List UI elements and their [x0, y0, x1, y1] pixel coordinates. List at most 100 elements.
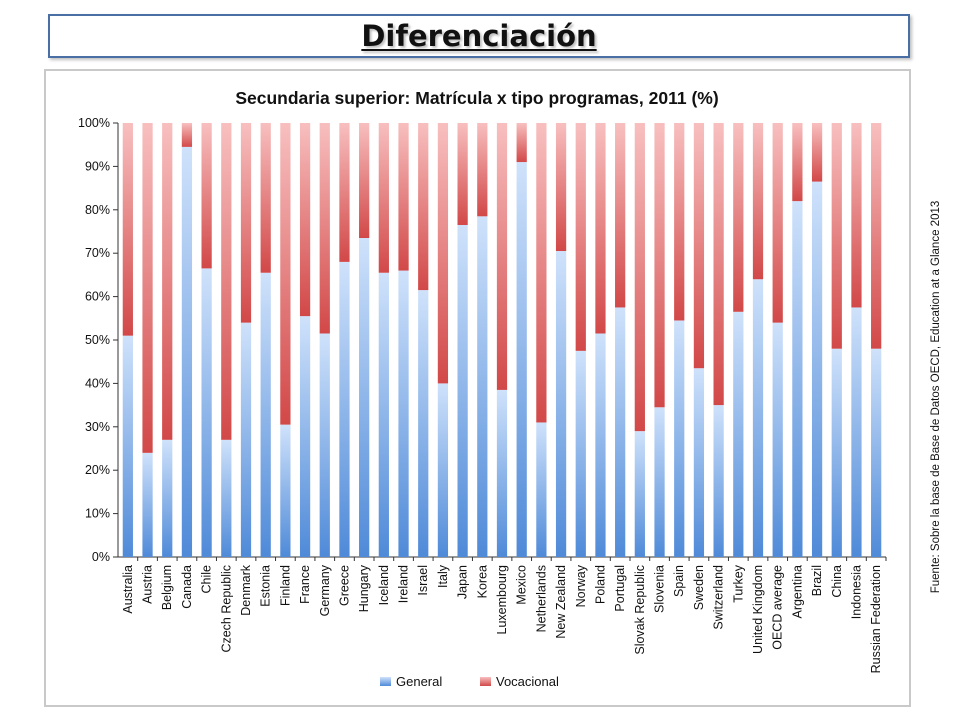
x-tick-label: Australia: [121, 565, 135, 614]
bar-vocacional: [634, 123, 645, 432]
bar-general: [477, 216, 488, 557]
bar-vocacional: [437, 123, 449, 384]
bar-vocacional: [240, 123, 252, 323]
bar-vocacional: [674, 123, 685, 321]
bar-vocacional: [792, 123, 803, 202]
x-tick-label: Japan: [456, 565, 470, 599]
bar-general: [299, 316, 311, 557]
x-tick-label: OECD average: [771, 565, 785, 650]
bar-vocacional: [713, 123, 724, 406]
x-tick-label: Russian Federation: [869, 565, 883, 673]
bar-vocacional: [378, 123, 389, 273]
bar-vocacional: [122, 123, 133, 336]
bar-general: [752, 279, 764, 557]
bar-general: [733, 311, 744, 557]
x-tick-label: Italy: [436, 564, 450, 588]
bar-vocacional: [654, 123, 665, 408]
bar-vocacional: [299, 123, 311, 317]
bar-vocacional: [831, 123, 842, 349]
bar-general: [496, 389, 508, 557]
bar-general: [615, 307, 626, 557]
x-tick-label: Norway: [574, 564, 588, 607]
x-tick-label: Canada: [180, 565, 194, 609]
bar-general: [319, 333, 330, 557]
slide-title-box: Diferenciación: [48, 14, 910, 58]
x-tick-label: Poland: [593, 565, 607, 604]
x-tick-label: Sweden: [692, 565, 706, 610]
bar-general: [398, 270, 409, 557]
bar-general: [437, 383, 449, 557]
bar-vocacional: [516, 123, 527, 163]
x-tick-label: Argentina: [790, 565, 804, 619]
legend-label: General: [396, 674, 442, 689]
bar-general: [359, 238, 370, 557]
bar-general: [792, 201, 803, 557]
x-tick-label: Israel: [416, 565, 430, 596]
bar-general: [280, 424, 291, 557]
bar-vocacional: [595, 123, 606, 334]
y-tick-label: 100%: [78, 116, 110, 130]
bar-general: [516, 162, 527, 557]
x-tick-label: Hungary: [357, 564, 371, 612]
bar-general: [871, 348, 882, 557]
bar-general: [378, 272, 389, 557]
bar-general: [693, 368, 705, 557]
bar-general: [260, 272, 271, 557]
x-tick-label: Belgium: [160, 565, 174, 610]
x-tick-label: Slovak Republic: [633, 565, 647, 655]
legend-label: Vocacional: [496, 674, 559, 689]
bar-general: [595, 333, 606, 557]
bar-general: [221, 439, 232, 557]
x-tick-label: Slovenia: [653, 565, 667, 613]
bar-vocacional: [260, 123, 271, 273]
bar-general: [142, 452, 153, 557]
x-tick-label: Brazil: [810, 565, 824, 596]
bar-general: [713, 405, 724, 557]
x-tick-label: Estonia: [259, 565, 273, 607]
bar-vocacional: [359, 123, 370, 239]
x-tick-label: Korea: [475, 565, 489, 598]
bar-general: [181, 146, 193, 557]
bar-vocacional: [871, 123, 882, 349]
bar-vocacional: [615, 123, 626, 308]
x-tick-label: Germany: [318, 564, 332, 616]
bar-general: [654, 407, 665, 557]
bar-vocacional: [536, 123, 547, 423]
x-tick-label: Iceland: [377, 565, 391, 605]
x-tick-label: Chile: [200, 565, 214, 594]
y-tick-label: 50%: [85, 333, 110, 347]
bar-general: [240, 322, 252, 557]
x-tick-label: Austria: [141, 565, 155, 604]
x-tick-label: Finland: [278, 565, 292, 606]
bar-general: [555, 251, 567, 557]
bar-general: [536, 422, 547, 557]
bar-vocacional: [319, 123, 330, 334]
y-tick-label: 0%: [92, 550, 110, 564]
x-tick-label: Portugal: [613, 565, 627, 612]
y-tick-label: 80%: [85, 203, 110, 217]
x-tick-label: New Zealand: [554, 565, 568, 639]
bar-general: [575, 350, 586, 557]
legend-swatch: [380, 677, 391, 686]
bar-vocacional: [418, 123, 429, 291]
bar-general: [457, 224, 468, 558]
bar-vocacional: [477, 123, 488, 217]
bar-vocacional: [693, 123, 705, 369]
legend-swatch: [480, 677, 491, 686]
x-tick-label: Spain: [672, 565, 686, 597]
y-tick-label: 40%: [85, 376, 110, 390]
y-tick-label: 70%: [85, 246, 110, 260]
bar-vocacional: [142, 123, 153, 453]
bar-vocacional: [555, 123, 567, 252]
chart-title: Secundaria superior: Matrícula x tipo pr…: [235, 88, 718, 108]
bar-vocacional: [221, 123, 232, 440]
bar-general: [772, 322, 783, 557]
source-note: Fuente: Sobre la base de Base de Datos O…: [930, 200, 942, 594]
bar-vocacional: [851, 123, 862, 308]
bar-vocacional: [162, 123, 173, 440]
x-tick-label: Mexico: [515, 565, 529, 605]
x-tick-label: Luxembourg: [495, 565, 509, 635]
bar-vocacional: [752, 123, 764, 280]
y-tick-label: 10%: [85, 507, 110, 521]
